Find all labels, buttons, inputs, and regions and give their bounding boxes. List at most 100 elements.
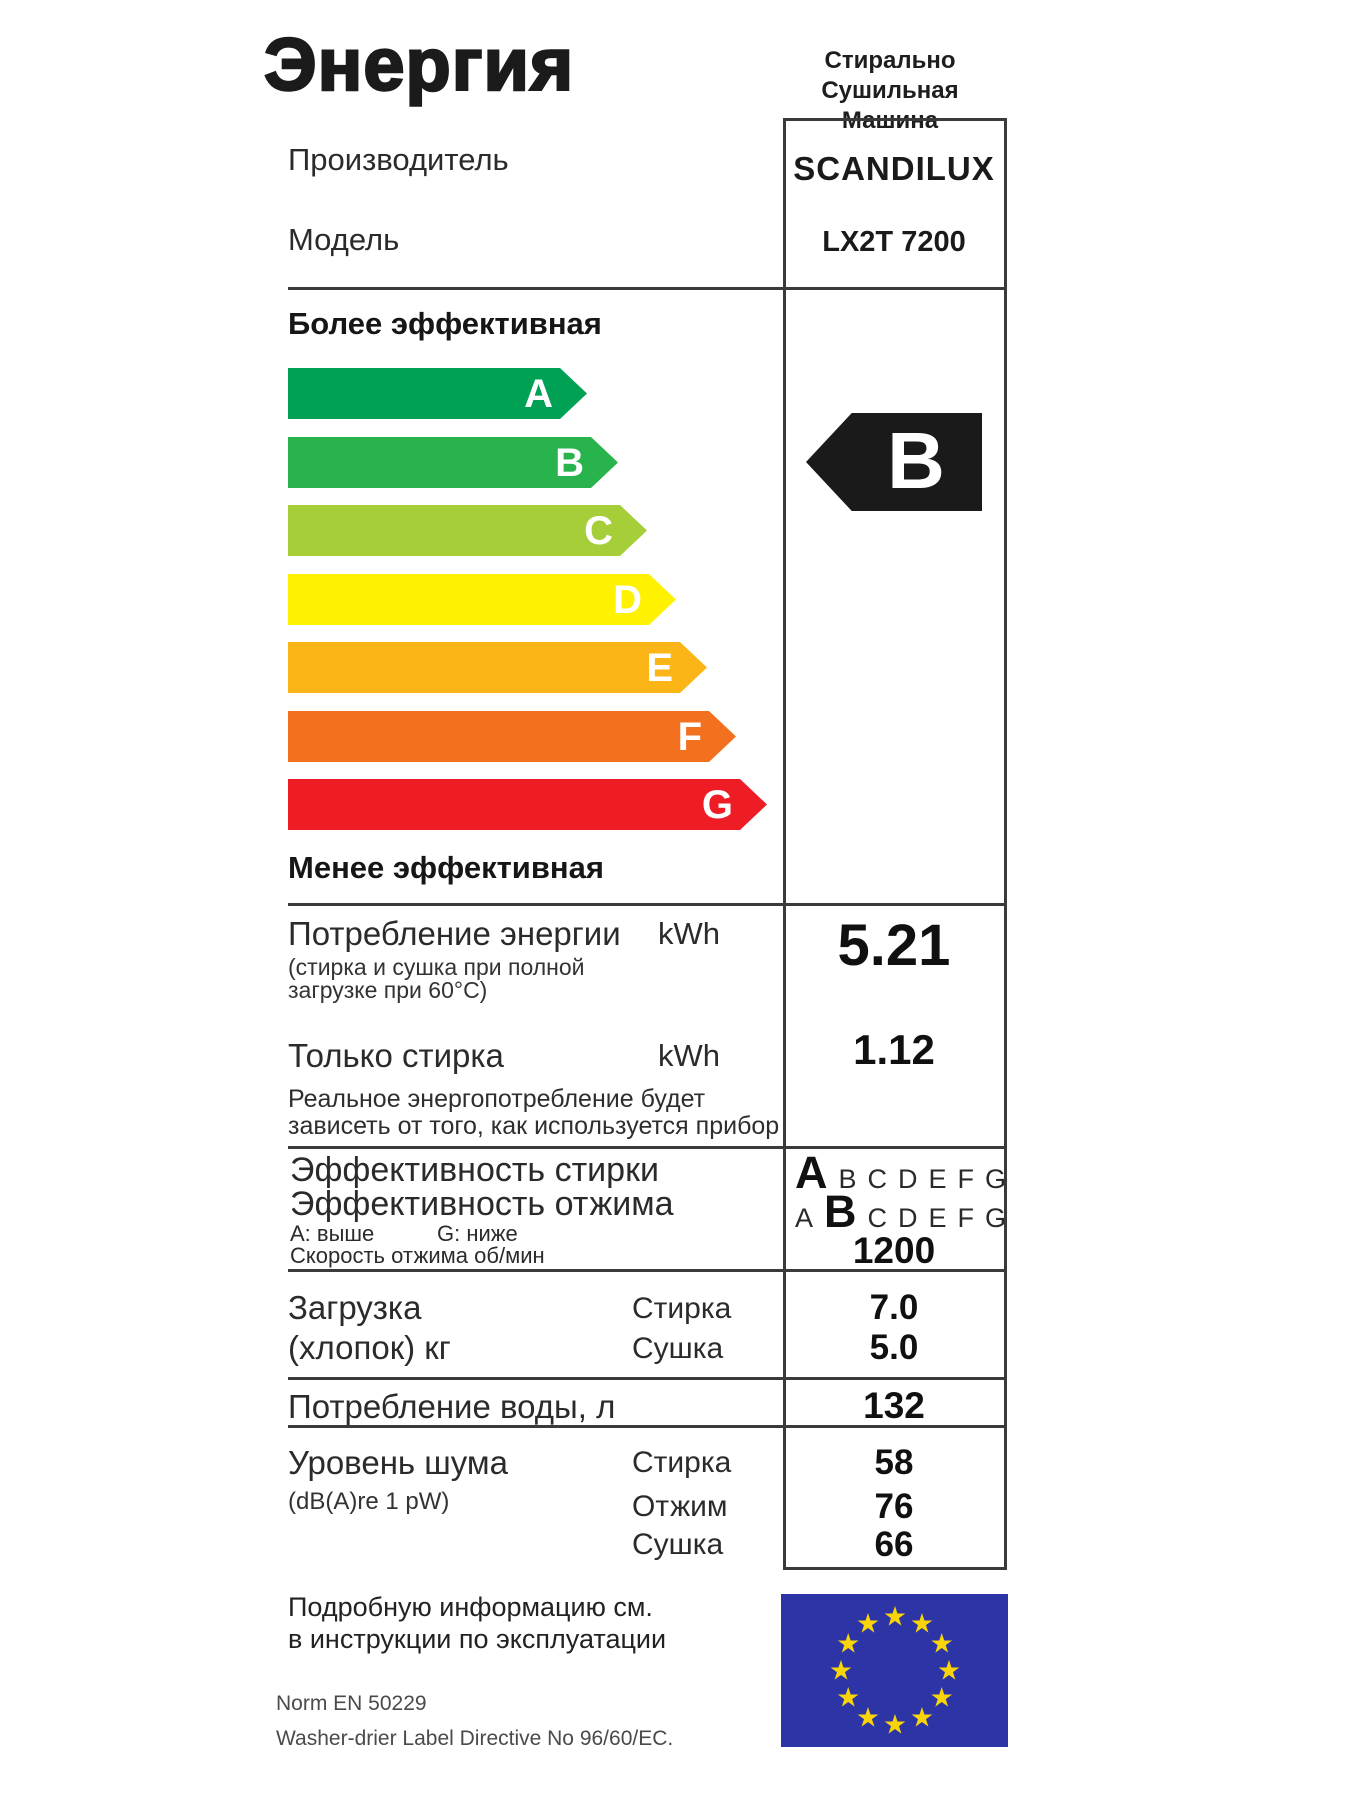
efficiency-letter-c: C [867, 1203, 888, 1233]
load-label-line2: (хлопок) кг [288, 1329, 451, 1366]
spin-efficiency-label: Эффективность отжима [290, 1185, 674, 1223]
footer-info-line2: в инструкции по эксплуатации [288, 1624, 667, 1654]
scale-note-a: А: выше [290, 1221, 375, 1246]
model-box-top-border [783, 118, 1007, 121]
star-icon: ★ [936, 1655, 962, 1687]
wash-only-value: 1.12 [853, 1026, 935, 1073]
noise-row-value: 76 [874, 1487, 914, 1526]
divider-scale [288, 903, 1007, 906]
star-icon: ★ [882, 1601, 908, 1633]
grade-letter: D [613, 578, 642, 622]
divider-water [288, 1425, 1007, 1428]
efficiency-letter-b: B [838, 1164, 857, 1194]
star-icon: ★ [836, 1682, 861, 1714]
load-dry-label: Сушка [632, 1332, 724, 1365]
grade-letter: C [584, 509, 613, 553]
noise-row-value: 58 [874, 1443, 914, 1482]
energy-value: 5.21 [837, 913, 951, 978]
grade-arrow-f: F [288, 711, 736, 762]
appliance-type-line2: Сушильная Машина [821, 77, 959, 134]
footer-info-line1: Подробную информацию см. [288, 1592, 653, 1622]
noise-row-label: Сушка [632, 1528, 724, 1561]
model-value: LX2T 7200 [822, 226, 966, 258]
wash-only-label: Только стирка [288, 1037, 504, 1074]
appliance-type: Стирально Сушильная Машина [770, 46, 1010, 136]
more-efficient-caption: Более эффективная [288, 306, 602, 341]
star-icon: ★ [855, 1608, 881, 1640]
footer-norm: Norm EN 50229 [276, 1692, 427, 1715]
star-icon: ★ [909, 1702, 935, 1734]
star-icon: ★ [882, 1709, 908, 1741]
grade-arrow-a: A [288, 368, 587, 419]
star-icon: ★ [836, 1628, 861, 1660]
noise-row-label: Стирка [632, 1446, 732, 1479]
grade-arrow-d: D [288, 574, 676, 625]
energy-label-text: Потребление энергии [288, 915, 621, 952]
appliance-type-line1: Стирально [824, 47, 956, 74]
energy-disclaimer-line1: Реальное энергопотребление будет [288, 1085, 706, 1113]
energy-note-line1: (стирка и сушка при полной [288, 954, 585, 980]
load-dry-value: 5.0 [869, 1328, 919, 1367]
efficiency-letter-e: E [928, 1164, 947, 1194]
load-wash-value: 7.0 [869, 1288, 919, 1327]
energy-note-line2: загрузке при 60°С) [288, 977, 488, 1003]
spin-speed-value: 1200 [852, 1230, 936, 1271]
grade-arrow-e: E [288, 642, 707, 693]
load-wash-label: Стирка [632, 1292, 732, 1325]
energy-unit: kWh [658, 916, 720, 951]
eu-flag-icon: ★ ★ ★ ★ ★ ★ ★ ★ ★ ★ ★ ★ [781, 1594, 1008, 1747]
efficiency-letter-g: G [985, 1164, 1007, 1194]
efficiency-letter-e: E [928, 1203, 947, 1233]
manufacturer-label: Производитель [288, 142, 509, 177]
load-label-line1: Загрузка [288, 1289, 422, 1326]
efficiency-letter-f: F [957, 1203, 975, 1233]
noise-row-label: Отжим [632, 1490, 728, 1523]
right-column-right-border [1004, 118, 1007, 1570]
rating-letter: B [887, 416, 945, 505]
energy-disclaimer-line2: зависеть от того, как используется прибо… [288, 1112, 780, 1140]
efficiency-letter-b: B [824, 1186, 857, 1237]
efficiency-letter-d: D [898, 1164, 918, 1194]
efficiency-letter-d: D [898, 1203, 918, 1233]
efficiency-letter-f: F [957, 1164, 975, 1194]
grade-letter: F [677, 715, 702, 759]
grade-letter: A [524, 372, 553, 416]
efficiency-letter-c: C [867, 1164, 888, 1194]
right-column-left-border [783, 118, 786, 1570]
wash-only-unit: kWh [658, 1038, 720, 1073]
star-icon: ★ [855, 1702, 881, 1734]
noise-label: Уровень шума [288, 1444, 508, 1481]
grade-arrow-b: B [288, 437, 618, 488]
star-icon: ★ [828, 1655, 854, 1687]
less-efficient-caption: Менее эффективная [288, 850, 604, 885]
grade-arrow-c: C [288, 505, 647, 556]
page-title: Энергия [263, 22, 575, 108]
grade-letter: E [646, 646, 673, 690]
divider-energy [288, 1146, 1007, 1149]
grade-letter: G [701, 783, 733, 827]
right-column-bottom-border [783, 1567, 1007, 1570]
divider-load [288, 1377, 1007, 1380]
spin-speed-label: Скорость отжима об/мин [290, 1243, 545, 1268]
noise-row-value: 66 [874, 1525, 914, 1564]
star-icon: ★ [929, 1628, 954, 1660]
model-label: Модель [288, 222, 400, 257]
efficiency-letter-a: A [795, 1203, 814, 1233]
star-icon: ★ [929, 1682, 954, 1714]
scale-note-g: G: ниже [437, 1221, 518, 1246]
water-value: 132 [863, 1385, 925, 1426]
efficiency-letter-g: G [985, 1203, 1007, 1233]
water-label: Потребление воды, л [288, 1388, 616, 1425]
rating-arrow: B [806, 413, 982, 511]
brand-name: SCANDILUX [793, 150, 995, 187]
efficiency-letter-a: A [795, 1147, 828, 1198]
grade-letter: B [555, 441, 584, 485]
star-icon: ★ [909, 1608, 935, 1640]
grade-arrow-g: G [288, 779, 767, 830]
wash-efficiency-label: Эффективность стирки [290, 1151, 659, 1189]
footer-directive: Washer-drier Label Directive No 96/60/EC… [276, 1727, 674, 1750]
divider-efficiency [288, 1269, 1007, 1272]
